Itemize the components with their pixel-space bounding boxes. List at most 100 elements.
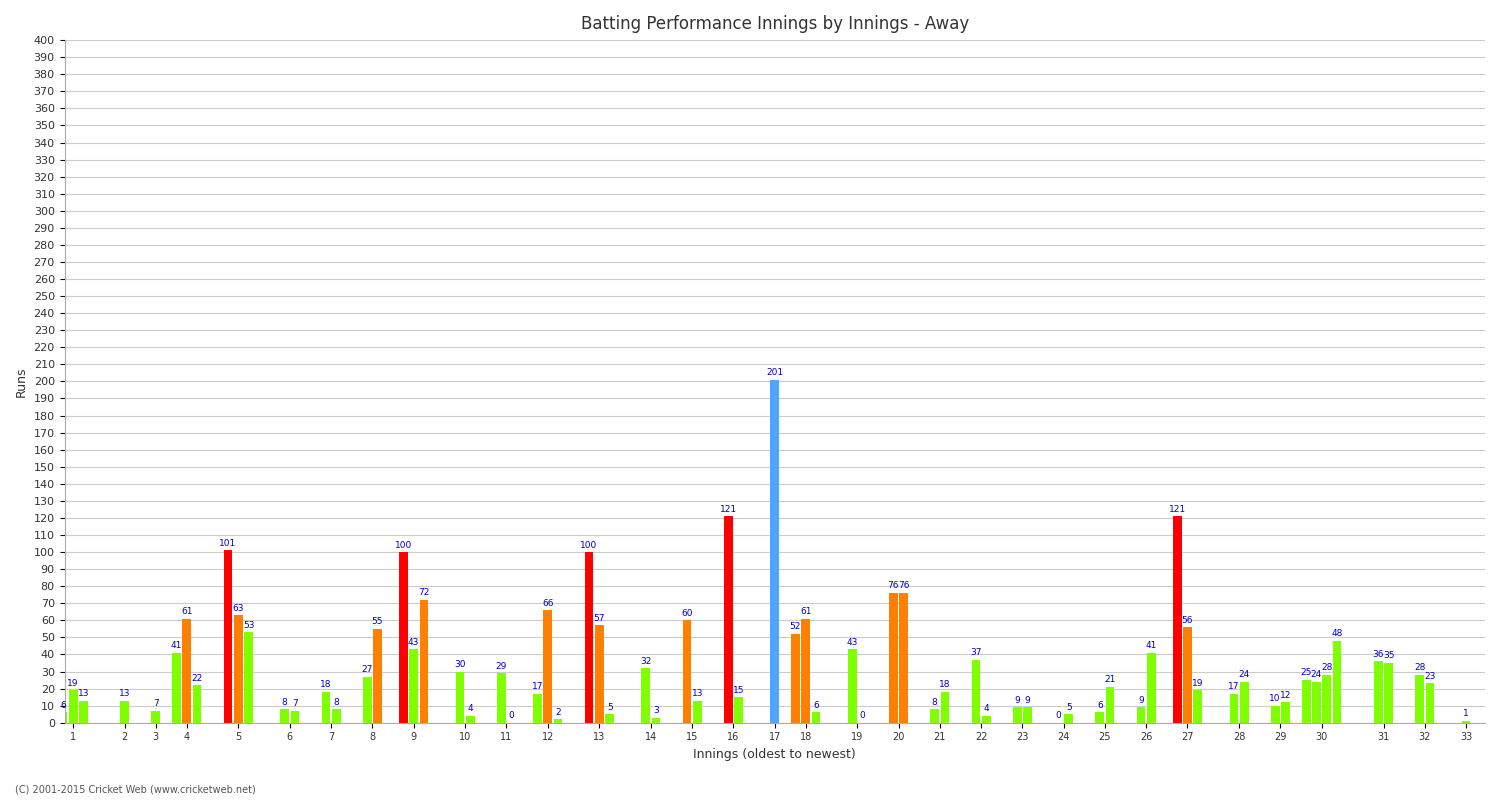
Text: 8: 8 <box>282 698 288 706</box>
Text: 24: 24 <box>1311 670 1322 679</box>
Text: 57: 57 <box>594 614 604 623</box>
Bar <box>280 709 290 722</box>
Text: 32: 32 <box>640 657 651 666</box>
Bar <box>496 674 506 722</box>
Bar <box>940 692 950 722</box>
Bar <box>80 701 88 722</box>
Text: 18: 18 <box>939 681 951 690</box>
Text: 41: 41 <box>1146 641 1156 650</box>
Text: 24: 24 <box>1239 670 1250 679</box>
Bar <box>58 713 68 722</box>
Bar <box>1184 627 1192 722</box>
Text: 13: 13 <box>118 689 130 698</box>
Text: 8: 8 <box>932 698 938 706</box>
Bar <box>1230 694 1239 722</box>
Bar <box>1013 707 1022 722</box>
Text: 55: 55 <box>372 618 384 626</box>
Bar <box>399 552 408 722</box>
Bar <box>735 697 742 722</box>
Text: 1: 1 <box>1462 710 1468 718</box>
Text: 22: 22 <box>192 674 202 682</box>
Text: 6: 6 <box>813 701 819 710</box>
Text: 27: 27 <box>362 665 374 674</box>
Bar <box>554 719 562 722</box>
Bar <box>466 716 476 722</box>
Text: 25: 25 <box>1300 669 1312 678</box>
Text: 9: 9 <box>1014 696 1020 705</box>
Bar <box>982 716 990 722</box>
Bar <box>585 552 594 722</box>
Text: 23: 23 <box>1425 672 1436 681</box>
Text: 0: 0 <box>509 711 515 720</box>
Text: 17: 17 <box>1228 682 1239 691</box>
Bar <box>1270 706 1280 722</box>
Bar <box>120 701 129 722</box>
Text: 5: 5 <box>1066 702 1071 712</box>
Bar <box>543 610 552 722</box>
Text: 19: 19 <box>68 678 80 688</box>
Bar <box>606 714 613 722</box>
Bar <box>291 710 300 722</box>
Bar <box>69 690 78 722</box>
Bar <box>1106 687 1114 722</box>
Bar <box>682 620 692 722</box>
Bar <box>192 685 201 722</box>
Bar <box>244 632 254 722</box>
Bar <box>1023 707 1032 722</box>
Text: 61: 61 <box>182 607 192 616</box>
Bar <box>1148 653 1156 722</box>
Text: 100: 100 <box>580 541 597 550</box>
Text: 15: 15 <box>734 686 744 694</box>
Text: 100: 100 <box>394 541 412 550</box>
Bar <box>930 709 939 722</box>
Bar <box>1323 675 1330 722</box>
Bar <box>1240 682 1248 722</box>
Text: 0: 0 <box>859 711 865 720</box>
Bar <box>532 694 542 722</box>
Text: 76: 76 <box>888 582 898 590</box>
Bar <box>1461 721 1470 722</box>
Bar <box>890 593 898 722</box>
Bar <box>1384 663 1394 722</box>
Bar <box>1312 682 1322 722</box>
Text: 21: 21 <box>1104 675 1116 684</box>
Text: 4: 4 <box>984 704 988 714</box>
Text: 61: 61 <box>800 607 812 616</box>
Bar <box>1173 516 1182 722</box>
Text: 60: 60 <box>681 609 693 618</box>
Text: 2: 2 <box>555 708 561 717</box>
Bar <box>847 650 856 722</box>
X-axis label: Innings (oldest to newest): Innings (oldest to newest) <box>693 748 856 761</box>
Text: 41: 41 <box>171 641 182 650</box>
Bar <box>321 692 330 722</box>
Bar <box>1302 680 1311 722</box>
Bar <box>771 380 778 722</box>
Title: Batting Performance Innings by Innings - Away: Batting Performance Innings by Innings -… <box>580 15 969 33</box>
Text: 30: 30 <box>454 660 466 669</box>
Bar <box>152 710 160 722</box>
Bar <box>363 677 372 722</box>
Text: 37: 37 <box>970 648 981 657</box>
Bar <box>1065 714 1072 722</box>
Text: 17: 17 <box>531 682 543 691</box>
Text: 76: 76 <box>898 582 909 590</box>
Bar <box>410 650 419 722</box>
Bar <box>332 709 340 722</box>
Bar <box>651 718 660 722</box>
Bar <box>1416 675 1424 722</box>
Text: 13: 13 <box>692 689 703 698</box>
Bar <box>182 618 190 722</box>
Text: (C) 2001-2015 Cricket Web (www.cricketweb.net): (C) 2001-2015 Cricket Web (www.cricketwe… <box>15 784 255 794</box>
Text: 6: 6 <box>60 701 66 710</box>
Bar <box>812 713 820 722</box>
Text: 4: 4 <box>468 704 472 714</box>
Text: 3: 3 <box>652 706 658 715</box>
Text: 56: 56 <box>1182 615 1192 625</box>
Text: 10: 10 <box>1269 694 1281 703</box>
Bar <box>724 516 732 722</box>
Text: 121: 121 <box>720 505 736 514</box>
Bar <box>224 550 232 722</box>
Text: 29: 29 <box>495 662 507 670</box>
Text: 66: 66 <box>542 598 554 607</box>
Text: 7: 7 <box>153 699 159 708</box>
